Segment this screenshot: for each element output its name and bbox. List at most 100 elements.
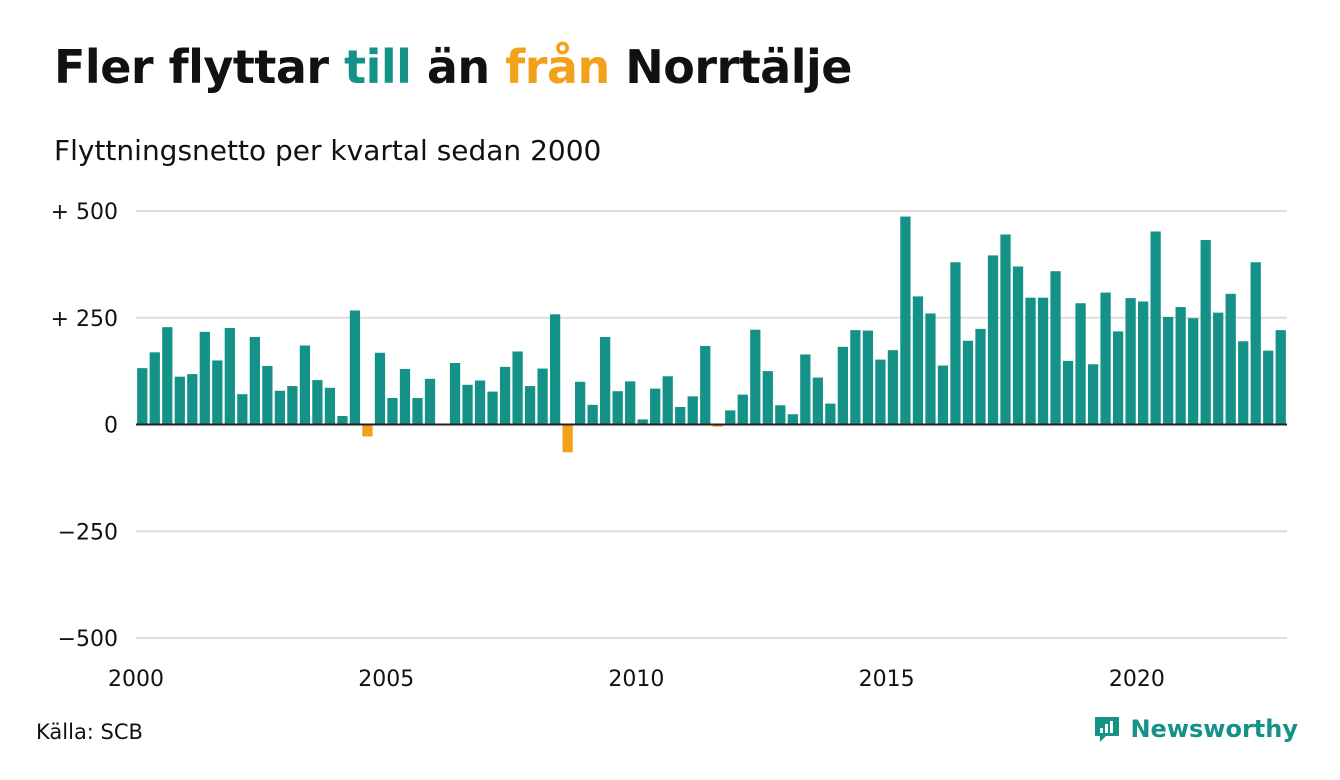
bar bbox=[662, 376, 673, 425]
bar bbox=[374, 352, 386, 425]
x-tick-label: 2020 bbox=[1109, 667, 1165, 692]
y-tick-label: + 500 bbox=[51, 200, 118, 225]
bar-chart: + 500 + 250 0 −250 −500 2000 2005 2010 2015 2020 bbox=[51, 200, 1287, 692]
bar bbox=[474, 380, 486, 425]
bar bbox=[625, 381, 636, 425]
bar bbox=[1225, 293, 1236, 425]
bar bbox=[149, 352, 160, 425]
title-highlight-till: till bbox=[344, 40, 412, 94]
bar bbox=[562, 424, 573, 453]
bar bbox=[499, 366, 511, 425]
bar bbox=[1263, 350, 1274, 425]
bar bbox=[1238, 341, 1249, 425]
bar bbox=[137, 368, 148, 425]
bar bbox=[925, 313, 936, 425]
bar bbox=[1087, 364, 1099, 425]
bar bbox=[337, 415, 348, 425]
title-part-2: än bbox=[411, 40, 506, 94]
bar bbox=[700, 345, 711, 425]
y-tick-label: −500 bbox=[58, 627, 118, 652]
bar bbox=[1000, 234, 1011, 425]
bar bbox=[1112, 331, 1124, 425]
newsworthy-logo-icon bbox=[1095, 717, 1120, 742]
x-tick-label: 2010 bbox=[608, 667, 664, 692]
bar bbox=[800, 354, 811, 425]
bar bbox=[549, 314, 561, 425]
bar bbox=[249, 336, 260, 425]
bar bbox=[1037, 297, 1049, 425]
bar bbox=[950, 262, 961, 425]
newsworthy-brand[interactable]: Newsworthy bbox=[1092, 714, 1298, 744]
bar bbox=[237, 394, 248, 425]
bar bbox=[187, 374, 198, 425]
bar bbox=[637, 419, 648, 425]
bar bbox=[1175, 307, 1186, 425]
title-part-3: Norrtälje bbox=[609, 40, 852, 94]
bar bbox=[612, 391, 623, 425]
bar bbox=[575, 381, 586, 425]
bar bbox=[274, 390, 286, 425]
chart-subtitle: Flyttningsnetto per kvartal sedan 2000 bbox=[54, 134, 602, 167]
bar bbox=[812, 377, 823, 425]
bar bbox=[537, 368, 548, 425]
bar bbox=[324, 387, 336, 425]
title-part-1: Fler flyttar bbox=[54, 40, 345, 94]
y-tick-label: + 250 bbox=[51, 307, 118, 332]
bar bbox=[1012, 266, 1024, 425]
bar bbox=[912, 296, 924, 425]
bar bbox=[1163, 316, 1174, 425]
bar bbox=[349, 310, 361, 425]
bar bbox=[287, 386, 298, 425]
bar bbox=[1138, 301, 1149, 425]
bar bbox=[1200, 240, 1211, 425]
bars bbox=[136, 216, 1287, 453]
bar bbox=[750, 329, 761, 425]
bar bbox=[449, 363, 461, 425]
x-axis: 2000 2005 2010 2015 2020 bbox=[108, 667, 1165, 692]
source-note: Källa: SCB bbox=[36, 720, 143, 744]
title-highlight-fran: från bbox=[505, 40, 610, 94]
bar bbox=[387, 398, 398, 425]
bar bbox=[262, 366, 273, 425]
bar bbox=[299, 345, 311, 425]
bar bbox=[937, 365, 949, 425]
bar bbox=[862, 330, 874, 425]
bar bbox=[412, 398, 423, 425]
bar bbox=[1125, 298, 1136, 425]
bar bbox=[524, 386, 536, 425]
bar bbox=[1275, 330, 1286, 425]
bar bbox=[1050, 271, 1061, 425]
bar bbox=[1213, 312, 1224, 425]
bar bbox=[687, 396, 698, 425]
bar bbox=[600, 336, 611, 425]
bar bbox=[962, 340, 974, 425]
bar bbox=[512, 351, 523, 425]
bar bbox=[825, 403, 836, 425]
bar bbox=[224, 328, 235, 425]
y-tick-label: 0 bbox=[104, 414, 118, 439]
bar bbox=[725, 410, 736, 425]
bar bbox=[900, 216, 911, 425]
x-tick-label: 2015 bbox=[859, 667, 915, 692]
bar bbox=[1025, 297, 1036, 425]
y-axis: + 500 + 250 0 −250 −500 bbox=[51, 200, 118, 652]
bar bbox=[587, 404, 598, 425]
bar bbox=[399, 368, 411, 425]
bar bbox=[199, 331, 210, 425]
bar bbox=[737, 394, 748, 425]
bar bbox=[875, 359, 886, 425]
bar bbox=[787, 414, 798, 425]
bar bbox=[837, 346, 848, 425]
brand-name: Newsworthy bbox=[1130, 715, 1298, 743]
bar bbox=[1075, 303, 1086, 425]
bar bbox=[775, 405, 786, 425]
bar bbox=[462, 384, 473, 425]
bar bbox=[212, 360, 223, 425]
bar bbox=[1250, 262, 1261, 425]
bar bbox=[162, 327, 173, 425]
bar bbox=[1188, 318, 1199, 425]
x-tick-label: 2000 bbox=[108, 667, 164, 692]
bar bbox=[650, 388, 661, 425]
bar bbox=[887, 350, 899, 425]
bar bbox=[987, 255, 999, 425]
